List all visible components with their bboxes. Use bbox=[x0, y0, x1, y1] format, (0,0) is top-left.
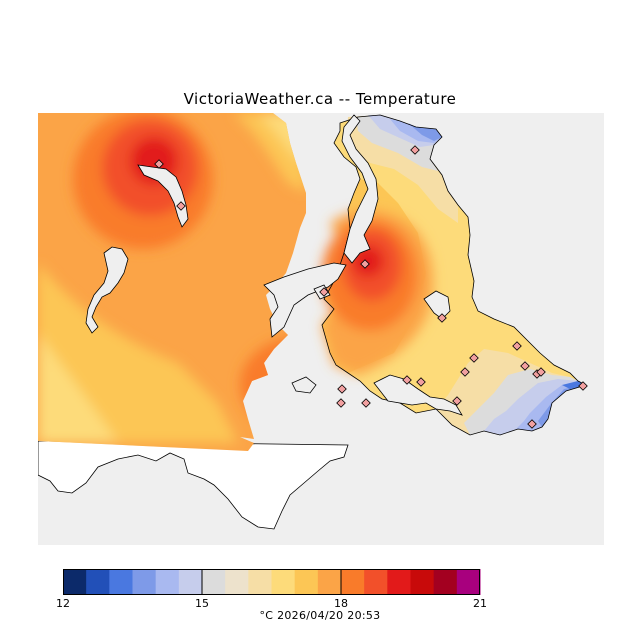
station-marker[interactable] bbox=[361, 398, 371, 408]
station-marker[interactable] bbox=[336, 398, 346, 408]
colorbar-tick-label: 15 bbox=[195, 597, 209, 610]
station-marker[interactable] bbox=[469, 353, 479, 363]
station-marker[interactable] bbox=[360, 259, 370, 269]
colorbar-swatch bbox=[294, 569, 319, 595]
lake-west bbox=[85, 246, 129, 334]
unit-label: °C bbox=[259, 609, 274, 622]
saanich-inlet bbox=[341, 114, 379, 264]
colorbar-swatch bbox=[456, 569, 481, 595]
colorbar-swatch bbox=[225, 569, 249, 595]
station-marker[interactable] bbox=[410, 145, 420, 155]
colorbar-swatch bbox=[202, 569, 226, 595]
station-marker[interactable] bbox=[402, 375, 412, 385]
colorbar-swatch bbox=[433, 569, 458, 595]
colorbar-swatch bbox=[410, 569, 435, 595]
colorbar-swatch bbox=[63, 569, 87, 595]
colorbar-swatch bbox=[86, 569, 110, 595]
colorbar-tick-label: 18 bbox=[334, 597, 348, 610]
colorbar-swatch bbox=[317, 569, 342, 595]
colorbar-swatch bbox=[178, 569, 203, 595]
station-marker[interactable] bbox=[319, 287, 329, 297]
station-marker[interactable] bbox=[536, 367, 546, 377]
colorbar-swatch bbox=[364, 569, 388, 595]
station-marker[interactable] bbox=[337, 384, 347, 394]
station-marker[interactable] bbox=[452, 396, 462, 406]
lake-2 bbox=[291, 376, 317, 394]
colorbar bbox=[63, 569, 481, 595]
station-marker[interactable] bbox=[578, 381, 588, 391]
colorbar-swatch bbox=[271, 569, 296, 595]
mainland-south bbox=[38, 440, 349, 530]
colorbar-swatch bbox=[248, 569, 272, 595]
station-marker[interactable] bbox=[176, 201, 186, 211]
station-markers bbox=[154, 145, 588, 429]
lake-north bbox=[137, 164, 189, 228]
colorbar-swatch bbox=[155, 569, 180, 595]
station-marker[interactable] bbox=[512, 341, 522, 351]
colorbar-tick-label: 21 bbox=[473, 597, 487, 610]
station-marker[interactable] bbox=[460, 367, 470, 377]
station-marker[interactable] bbox=[527, 419, 537, 429]
west-inlet bbox=[263, 262, 347, 338]
colorbar-tick-label: 12 bbox=[56, 597, 70, 610]
colorbar-swatch bbox=[132, 569, 157, 595]
timestamp: 2026/04/20 20:53 bbox=[277, 609, 381, 622]
colorbar-swatch bbox=[387, 569, 411, 595]
colorbar-swatch bbox=[109, 569, 133, 595]
temperature-map bbox=[38, 113, 604, 545]
station-marker[interactable] bbox=[520, 361, 530, 371]
station-marker[interactable] bbox=[154, 159, 164, 169]
lake bbox=[423, 290, 451, 320]
station-marker[interactable] bbox=[437, 313, 447, 323]
colorbar-swatch bbox=[341, 569, 365, 595]
station-marker[interactable] bbox=[416, 377, 426, 387]
footer: °C 2026/04/20 20:53 bbox=[0, 609, 640, 622]
map-title: VictoriaWeather.ca -- Temperature bbox=[183, 90, 457, 108]
